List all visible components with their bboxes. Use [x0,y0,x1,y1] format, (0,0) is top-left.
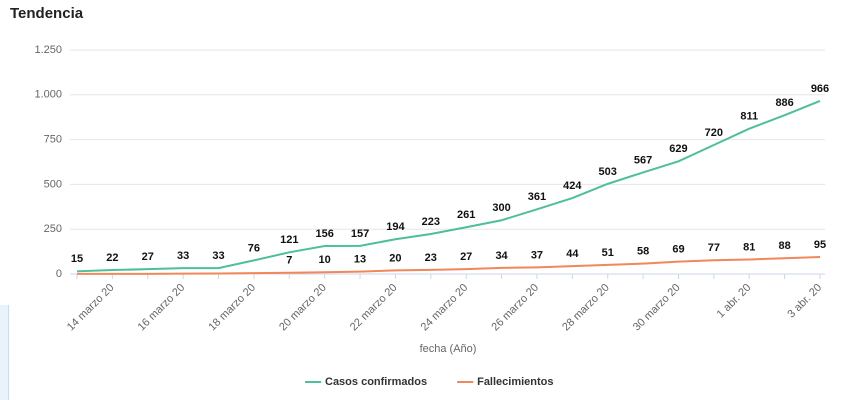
data-label: 95 [814,239,826,251]
data-label: 7 [286,255,292,267]
data-label: 567 [634,154,652,166]
data-label: 51 [602,247,614,259]
x-tick-label: 18 marzo 20 [206,282,258,334]
data-label: 156 [315,228,333,240]
x-axis-title: fecha (Año) [420,343,477,355]
data-label: 33 [177,250,189,262]
y-tick-label: 0 [56,268,62,280]
data-label: 424 [563,180,582,192]
x-tick-label: 3 abr. 20 [785,282,824,321]
data-label: 503 [599,166,617,178]
data-label: 69 [672,244,684,256]
data-label: 37 [531,249,543,261]
x-tick-label: 28 marzo 20 [560,282,612,334]
y-tick-label: 500 [44,178,62,190]
data-label: 886 [775,97,793,109]
legend-label: Casos confirmados [325,376,427,388]
data-label: 15 [71,253,83,265]
data-label: 27 [460,251,472,263]
data-label: 88 [778,240,790,252]
data-label: 966 [811,83,829,95]
line [76,99,821,273]
data-label: 33 [212,250,224,262]
chart-title: Tendencia [10,5,84,22]
data-label: 27 [142,251,154,263]
data-label: 81 [743,241,755,253]
line [77,255,821,275]
y-tick-label: 1.000 [34,89,62,101]
data-label: 811 [740,111,758,123]
x-tick-label: 14 marzo 20 [65,282,117,334]
data-label: 720 [705,127,723,139]
side-panel [0,305,9,400]
x-tick-label: 26 marzo 20 [489,282,541,334]
data-label: 10 [319,254,331,266]
x-tick-label: 20 marzo 20 [277,282,329,334]
data-label: 34 [495,250,508,262]
y-tick-label: 250 [44,223,62,235]
data-label: 23 [425,252,437,264]
x-tick-label: 22 marzo 20 [348,282,400,334]
x-tick-label: 24 marzo 20 [419,282,471,334]
data-label: 223 [422,216,440,228]
data-label: 300 [492,202,510,214]
data-label: 194 [386,221,405,233]
data-label: 22 [106,252,118,264]
x-tick-label: 1 abr. 20 [715,282,754,321]
data-label: 77 [708,242,720,254]
y-tick-label: 1.250 [34,44,62,56]
data-label: 629 [669,143,687,155]
data-label: 44 [566,248,579,260]
data-label: 76 [248,242,260,254]
data-label: 157 [351,228,369,240]
data-label: 261 [457,209,475,221]
data-label: 13 [354,254,366,266]
y-tick-label: 750 [44,134,62,146]
data-label: 121 [280,234,298,246]
data-label: 58 [637,246,649,258]
x-tick-label: 30 marzo 20 [631,282,683,334]
x-tick-label: 16 marzo 20 [136,282,188,334]
data-label: 20 [389,252,401,264]
data-label: 361 [528,191,546,203]
legend-label: Fallecimientos [477,376,553,388]
